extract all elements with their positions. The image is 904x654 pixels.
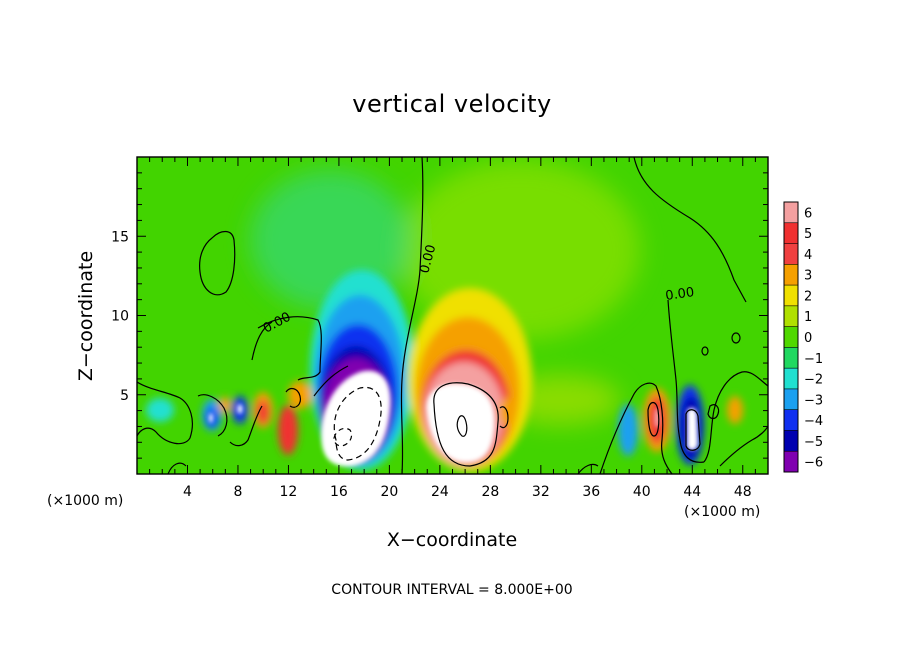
y-tick-label: 5 [120, 388, 129, 404]
zero-contour-updraft-outer [433, 382, 499, 467]
zero-contour-left-lower [257, 316, 322, 381]
zero-contour-right-outline-2 [667, 299, 705, 463]
colorbar-label: 6 [804, 206, 812, 221]
heatmap-field [137, 157, 768, 474]
zero-contour-bottom-left [167, 462, 187, 474]
zero-contour-central [400, 157, 424, 474]
zero-contour-right-outline-1 [599, 382, 673, 474]
colorbar-label: 5 [804, 227, 812, 242]
colorbar-label: 2 [804, 289, 812, 304]
x-tick-label: 32 [532, 484, 550, 500]
colorbar-label: 0 [804, 331, 812, 346]
colorbar-label: −6 [804, 456, 823, 471]
x-tick-label: 24 [431, 484, 449, 500]
contour-lines [137, 157, 768, 474]
colorbar-label: −5 [804, 435, 823, 450]
left-cyan-4 [146, 398, 174, 422]
zero-contour-right [633, 157, 747, 303]
x-tick-label: 4 [183, 484, 192, 500]
colorbar-swatch [784, 222, 798, 245]
colorbar-swatch [784, 388, 798, 411]
colorbar-swatch [784, 243, 798, 265]
x-unit-right: (×1000 m) [684, 504, 760, 520]
left-red-1 [278, 405, 298, 455]
colorbar-swatch [784, 285, 798, 307]
colorbar: 6 5 4 3 2 1 0 −1 −2 −3 −4 −5 −6 [783, 201, 823, 473]
left-white-1 [237, 404, 243, 414]
right-light-blue [618, 404, 638, 456]
x-unit-left: (×1000 m) [47, 493, 123, 509]
x-tick-label: 48 [734, 484, 752, 500]
contour-interval-text: CONTOUR INTERVAL = 8.000E+00 [331, 582, 572, 598]
zero-contour-left-mid [251, 321, 273, 361]
zero-contour-upper-left [199, 230, 236, 296]
colorbar-swatch [784, 264, 798, 286]
zero-contour-updraft-inner [456, 415, 468, 437]
y-tick-label: 10 [111, 309, 129, 325]
contour-label-2: 0.00 [664, 285, 695, 304]
zero-contour-left-wiggle-3 [229, 405, 263, 447]
right-downdraft-core [687, 407, 698, 451]
zero-contour-center-mid [313, 365, 349, 397]
contour-label-1: 0.00 [417, 243, 439, 275]
zero-contour-right-core [685, 409, 701, 451]
colorbar-swatch [784, 326, 798, 348]
x-tick-label: 36 [582, 484, 600, 500]
small-contour-2 [731, 332, 741, 344]
colorbar-label: −4 [804, 414, 823, 429]
colorbar-swatch [784, 202, 798, 224]
y-axis-label: Z−coordinate [75, 251, 97, 381]
x-tick-label: 28 [481, 484, 499, 500]
zero-contour-right-outline-3 [703, 371, 768, 463]
zero-contour-right-outline-4 [719, 425, 768, 467]
x-axis-label: X−coordinate [387, 529, 517, 551]
zero-contour-left-wiggle-2 [197, 394, 228, 437]
colorbar-swatch [784, 368, 798, 390]
zero-contour-right-small-1 [647, 401, 660, 437]
colorbar-swatch [784, 409, 798, 431]
colorbar-label: −2 [804, 373, 823, 388]
x-tick-label: 8 [233, 484, 242, 500]
colorbar-swatch [784, 305, 798, 328]
negative-contour-outer [333, 386, 382, 461]
zero-contour-left-ring [285, 387, 301, 408]
colorbar-label: −3 [804, 393, 823, 408]
colorbar-swatch [784, 451, 798, 473]
chart-title: vertical velocity [352, 90, 551, 118]
x-tick-label: 12 [280, 484, 298, 500]
x-tick-label: 44 [683, 484, 701, 500]
x-tick-label: 16 [330, 484, 348, 500]
zero-contour-bottom-mid [577, 463, 599, 474]
colorbar-swatch [784, 430, 798, 452]
small-contour-1 [701, 346, 709, 356]
left-red-2 [257, 400, 269, 424]
zero-contour-left-wiggle-1 [137, 381, 193, 445]
updraft-core [426, 383, 495, 462]
negative-contour-inner [333, 427, 353, 447]
colorbar-label: 3 [804, 269, 812, 284]
zero-contour-left-small [499, 406, 509, 429]
y-tick-label: 15 [111, 229, 129, 245]
colorbar-label: 4 [804, 248, 812, 263]
left-orange-3 [219, 397, 231, 413]
x-tick-label: 40 [633, 484, 651, 500]
right-orange-small [727, 396, 743, 424]
colorbar-swatch [784, 347, 798, 369]
left-white-2 [209, 413, 213, 423]
x-tick-label: 20 [380, 484, 398, 500]
colorbar-label: −1 [804, 352, 823, 367]
x-axis-ticks: 4 8 12 16 20 24 28 32 36 40 44 48 [149, 157, 756, 500]
colorbar-label: 1 [804, 310, 812, 325]
zero-contour-right-small-2 [707, 404, 720, 420]
y-axis-ticks: 5 10 15 [111, 172, 768, 459]
